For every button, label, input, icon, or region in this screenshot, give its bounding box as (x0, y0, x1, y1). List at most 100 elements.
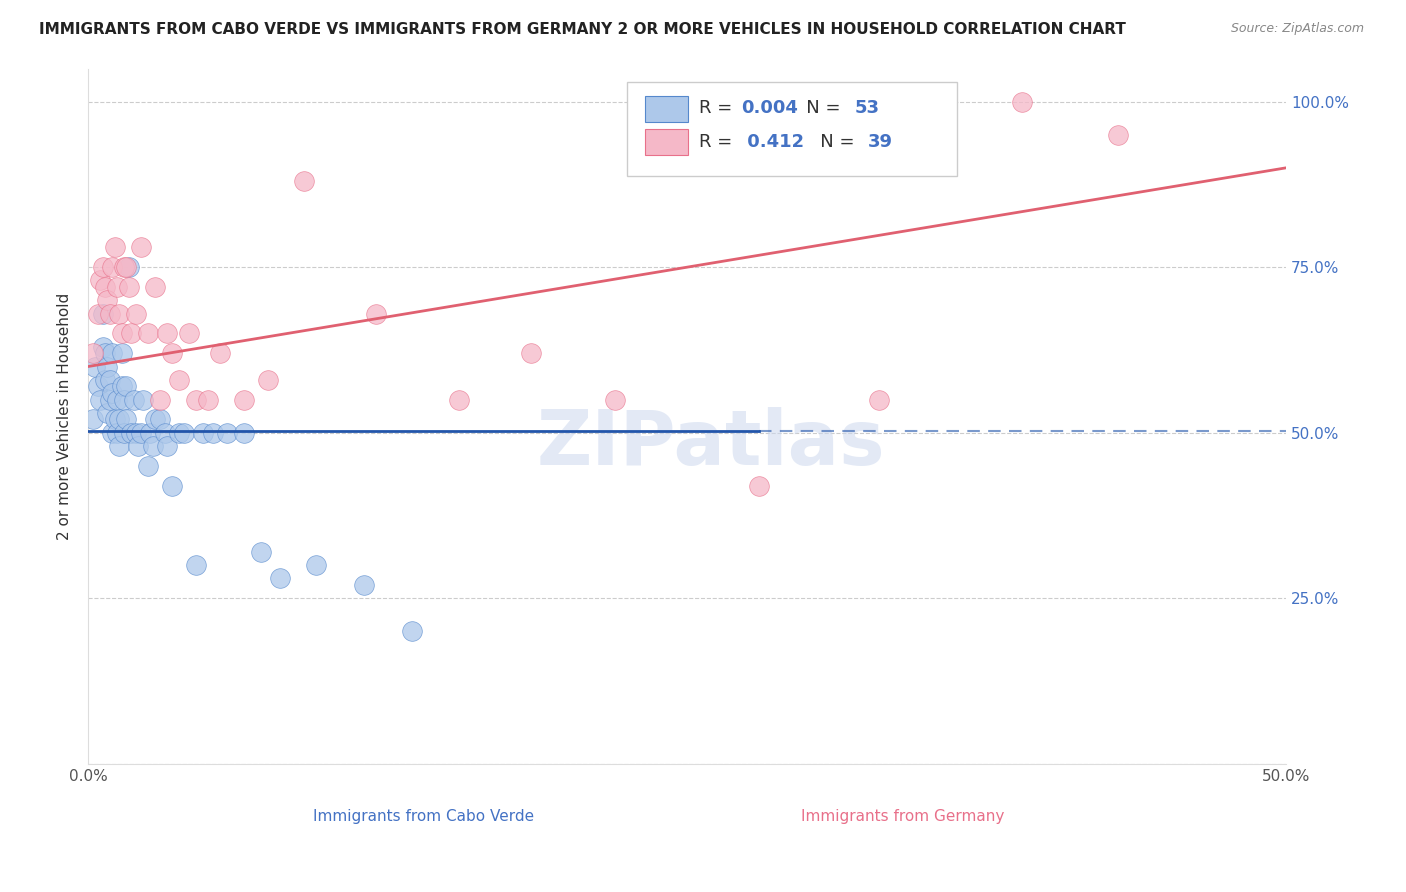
Point (142, 439, 165, 453)
Point (748, 479, 770, 493)
Point (184, 392, 207, 407)
Point (127, 439, 149, 453)
Text: 0.412: 0.412 (741, 133, 804, 151)
Point (105, 392, 128, 407)
FancyBboxPatch shape (627, 82, 956, 177)
Point (364, 306, 387, 320)
Point (167, 373, 190, 387)
Point (177, 326, 200, 341)
Point (153, 425, 176, 440)
Point (87, 306, 110, 320)
Point (197, 392, 219, 407)
Point (108, 439, 131, 453)
Point (96, 406, 118, 420)
Point (143, 280, 166, 294)
Point (115, 379, 138, 393)
Point (96, 293, 118, 308)
Point (111, 379, 134, 393)
Point (112, 260, 135, 275)
Point (115, 260, 138, 275)
Text: 53: 53 (855, 99, 880, 117)
Point (232, 392, 254, 407)
Point (249, 545, 271, 559)
Text: R =: R = (699, 133, 738, 151)
Point (868, 392, 890, 407)
Point (208, 346, 231, 360)
Point (94, 280, 117, 294)
Point (84, 359, 107, 374)
Point (129, 240, 152, 254)
Point (125, 425, 148, 440)
Point (82, 346, 104, 360)
Y-axis label: 2 or more Vehicles in Household: 2 or more Vehicles in Household (58, 293, 72, 540)
Point (1011, 95, 1033, 109)
Text: N =: N = (789, 99, 846, 117)
Point (156, 326, 179, 341)
Point (87, 379, 110, 393)
Point (139, 425, 162, 440)
Point (217, 425, 239, 440)
Text: 0.004: 0.004 (741, 99, 797, 117)
Point (184, 558, 207, 573)
Point (101, 260, 124, 275)
Point (605, 392, 627, 407)
Point (156, 439, 179, 453)
Point (520, 346, 543, 360)
Point (108, 412, 131, 426)
Point (292, 174, 315, 188)
Point (112, 425, 135, 440)
Point (101, 346, 124, 360)
Point (120, 425, 142, 440)
Text: R =: R = (699, 99, 738, 117)
Point (118, 260, 141, 275)
Point (449, 392, 471, 407)
Point (91, 260, 114, 275)
Point (101, 425, 124, 440)
Point (232, 425, 254, 440)
Point (91, 340, 114, 354)
Point (94, 346, 117, 360)
Text: 39: 39 (868, 133, 893, 151)
Point (98, 373, 121, 387)
Point (160, 346, 183, 360)
Point (122, 392, 145, 407)
Point (353, 578, 375, 592)
Text: IMMIGRANTS FROM CABO VERDE VS IMMIGRANTS FROM GERMANY 2 OR MORE VEHICLES IN HOUS: IMMIGRANTS FROM CABO VERDE VS IMMIGRANTS… (39, 22, 1126, 37)
Point (96, 359, 118, 374)
Point (201, 425, 224, 440)
Text: N =: N = (803, 133, 860, 151)
Text: Source: ZipAtlas.com: Source: ZipAtlas.com (1230, 22, 1364, 36)
Point (98, 306, 121, 320)
Text: Immigrants from Germany: Immigrants from Germany (801, 809, 1004, 824)
Point (143, 412, 166, 426)
Point (103, 240, 125, 254)
Point (105, 425, 128, 440)
Text: Immigrants from Cabo Verde: Immigrants from Cabo Verde (314, 809, 534, 824)
Point (160, 479, 183, 493)
Point (101, 386, 124, 401)
Point (82, 412, 104, 426)
Point (94, 373, 117, 387)
Point (136, 326, 159, 341)
Point (91, 306, 114, 320)
Point (149, 412, 172, 426)
Point (167, 425, 190, 440)
Point (89, 273, 111, 287)
Point (111, 326, 134, 341)
Point (125, 306, 148, 320)
Point (89, 392, 111, 407)
Point (129, 425, 152, 440)
FancyBboxPatch shape (645, 129, 689, 155)
Point (132, 392, 155, 407)
Point (256, 373, 278, 387)
Point (103, 412, 125, 426)
Point (136, 458, 159, 473)
Point (108, 306, 131, 320)
Point (173, 425, 195, 440)
FancyBboxPatch shape (645, 95, 689, 122)
Point (305, 558, 328, 573)
Text: ZIPatlas: ZIPatlas (537, 407, 886, 481)
Point (98, 392, 121, 407)
Point (191, 425, 214, 440)
Point (149, 392, 172, 407)
